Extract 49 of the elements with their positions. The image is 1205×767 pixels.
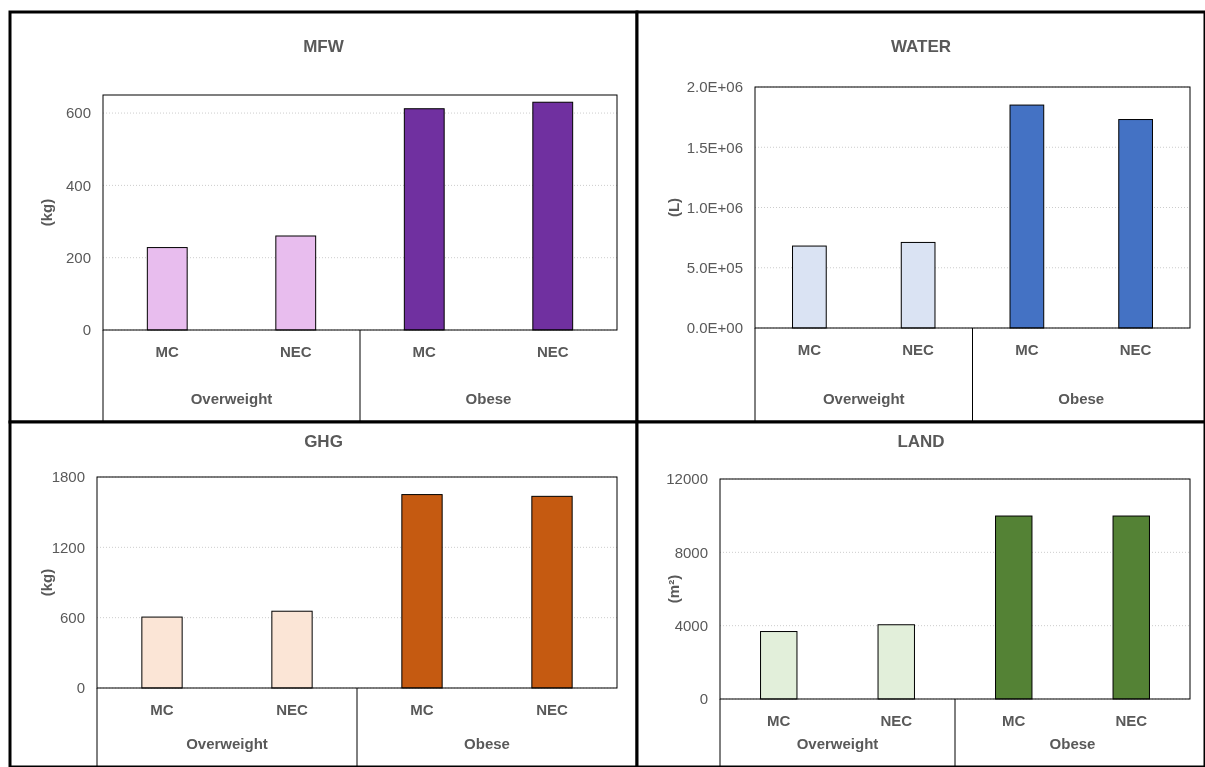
x-tick-label: NEC bbox=[902, 341, 935, 358]
y-tick-label: 5.0E+05 bbox=[686, 259, 743, 276]
chart-title: MFW bbox=[303, 37, 345, 56]
y-tick-label: 2.0E+06 bbox=[686, 78, 743, 96]
x-tick-label: MC bbox=[150, 701, 174, 718]
x-tick-label: MC bbox=[1002, 712, 1026, 729]
x-tick-label: NEC bbox=[536, 343, 569, 360]
y-tick-label: 1.0E+06 bbox=[686, 198, 743, 216]
y-tick-label: 600 bbox=[65, 104, 91, 122]
y-tick-label: 200 bbox=[65, 248, 91, 266]
x-tick-label: MC bbox=[155, 343, 180, 360]
y-axis-title: (L) bbox=[665, 197, 682, 218]
x-tick-label: NEC bbox=[1119, 341, 1152, 358]
y-tick-label: 12000 bbox=[666, 470, 708, 488]
text: Overweight bbox=[796, 735, 879, 752]
x-tick-label: NEC bbox=[1115, 712, 1148, 729]
chart-title: WATER bbox=[890, 37, 952, 56]
y-axis-title: (m²) bbox=[665, 574, 682, 604]
text: Obese bbox=[464, 735, 510, 752]
y-tick-label: 600 bbox=[59, 608, 85, 626]
chart-title: GHG bbox=[304, 432, 343, 451]
text: Overweight bbox=[186, 735, 268, 752]
x-tick-label: NEC bbox=[279, 343, 312, 360]
x-tick-label: NEC bbox=[536, 701, 568, 718]
y-tick-label: 1.5E+06 bbox=[686, 138, 743, 156]
chart-title: LAND bbox=[897, 432, 945, 451]
y-tick-label: 1200 bbox=[51, 538, 85, 556]
y-tick-label: 0 bbox=[699, 690, 708, 708]
x-tick-label: MC bbox=[410, 701, 434, 718]
x-tick-label: NEC bbox=[880, 712, 913, 729]
x-tick-label: MC bbox=[797, 341, 822, 358]
y-tick-label: 400 bbox=[65, 176, 91, 194]
text: Overweight bbox=[822, 390, 905, 407]
x-tick-label: MC bbox=[1015, 341, 1039, 358]
y-tick-label: 0 bbox=[82, 321, 91, 339]
text: Obese bbox=[1049, 735, 1096, 752]
x-tick-label: MC bbox=[767, 712, 791, 729]
y-axis-title: (kg) bbox=[38, 568, 55, 597]
y-axis-title: (kg) bbox=[38, 198, 55, 227]
y-tick-label: 4000 bbox=[674, 616, 708, 634]
x-tick-label: NEC bbox=[276, 701, 308, 718]
text: Obese bbox=[1058, 390, 1105, 407]
x-tick-label: MC bbox=[412, 343, 437, 360]
y-tick-label: 8000 bbox=[674, 543, 708, 561]
text: Overweight bbox=[190, 390, 273, 407]
y-tick-label: 1800 bbox=[51, 468, 85, 486]
y-tick-label: 0 bbox=[76, 679, 85, 697]
y-tick-label: 0.0E+00 bbox=[686, 319, 743, 337]
text: Obese bbox=[465, 390, 512, 407]
